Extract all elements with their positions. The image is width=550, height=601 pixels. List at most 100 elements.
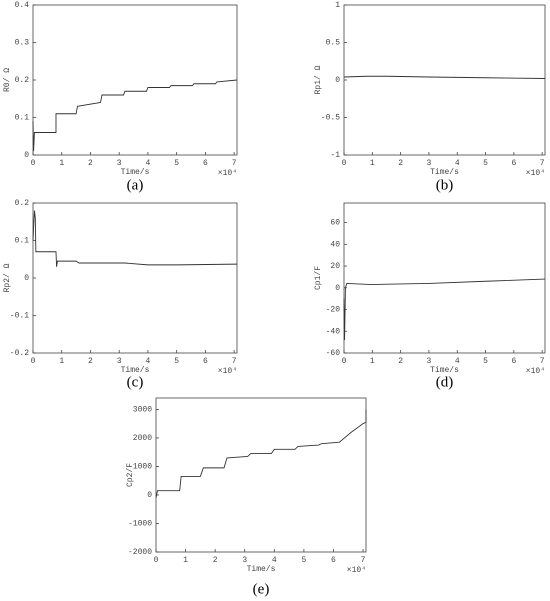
x-tick-label: 7 — [540, 159, 545, 168]
data-line — [343, 278, 546, 340]
x-tick-label: 2 — [88, 159, 93, 168]
y-tick-label: 0.3 — [15, 39, 30, 48]
x-tick-label: 2 — [88, 357, 93, 366]
x-tick-label: 3 — [117, 159, 122, 168]
x-multiplier: ×10⁴ — [218, 169, 237, 178]
y-tick-label: 0 — [147, 491, 152, 500]
caption: (a) — [127, 177, 144, 193]
y-tick-label: 1000 — [133, 463, 152, 472]
y-tick-label: 0 — [335, 76, 340, 85]
x-tick-label: 5 — [301, 556, 306, 565]
y-tick-label: 0.2 — [15, 199, 30, 208]
y-tick-label: -0.5 — [321, 114, 340, 123]
y-axis-label: R0/ Ω — [3, 68, 12, 92]
x-multiplier: ×10⁴ — [347, 566, 366, 575]
x-tick-label: 3 — [427, 357, 432, 366]
x-tick-label: 3 — [117, 357, 122, 366]
x-tick-label: 5 — [174, 357, 179, 366]
axes-box — [32, 4, 238, 156]
x-axis-label: Time/s — [121, 168, 150, 177]
x-tick-label: 1 — [370, 159, 375, 168]
y-tick-label: -0.2 — [10, 349, 29, 358]
x-tick-label: 5 — [483, 159, 488, 168]
axes-box — [343, 4, 546, 156]
axes-box — [32, 202, 238, 354]
data-line — [32, 79, 238, 152]
x-tick-label: 2 — [398, 357, 403, 366]
x-axis-label: Time/s — [430, 366, 459, 375]
x-tick-label: 4 — [146, 159, 151, 168]
y-tick-label: 0.5 — [326, 39, 341, 48]
y-axis-label: Cp1/F — [314, 266, 323, 290]
x-tick-label: 4 — [146, 357, 151, 366]
y-tick-label: -40 — [326, 327, 341, 336]
y-tick-label: -20 — [326, 306, 341, 315]
y-tick-label: 0.1 — [15, 237, 30, 246]
y-tick-label: -1000 — [128, 520, 152, 529]
axes-box — [343, 202, 546, 354]
x-tick-label: 1 — [183, 556, 188, 565]
x-axis-label: Time/s — [430, 168, 459, 177]
y-tick-label: 0.4 — [15, 1, 30, 10]
x-tick-label: 0 — [342, 357, 347, 366]
data-line — [32, 210, 238, 267]
x-tick-label: 1 — [370, 357, 375, 366]
x-multiplier: ×10⁴ — [218, 367, 237, 376]
y-tick-label: 0 — [335, 284, 340, 293]
x-multiplier: ×10⁴ — [526, 169, 545, 178]
y-tick-label: 3000 — [133, 406, 152, 415]
y-tick-label: 1 — [335, 1, 340, 10]
x-tick-label: 6 — [331, 556, 336, 565]
y-tick-label: 60 — [330, 219, 340, 228]
x-multiplier: ×10⁴ — [526, 367, 545, 376]
x-tick-label: 7 — [232, 159, 237, 168]
x-axis-label: Time/s — [247, 565, 276, 574]
data-line — [155, 409, 367, 498]
x-tick-label: 0 — [31, 159, 36, 168]
y-tick-label: 0 — [24, 151, 29, 160]
x-tick-label: 2 — [213, 556, 218, 565]
x-tick-label: 0 — [342, 159, 347, 168]
y-tick-label: 2000 — [133, 434, 152, 443]
x-axis-label: Time/s — [121, 366, 150, 375]
x-tick-label: 4 — [455, 159, 460, 168]
data-line — [343, 75, 546, 79]
y-tick-label: 0.1 — [15, 114, 30, 123]
y-axis-label: Rp2/ Ω — [3, 263, 12, 292]
y-tick-label: -1 — [330, 151, 340, 160]
x-tick-label: 0 — [154, 556, 159, 565]
caption: (d) — [436, 374, 454, 390]
y-tick-label: 20 — [330, 262, 340, 271]
x-tick-label: 7 — [232, 357, 237, 366]
x-tick-label: 4 — [455, 357, 460, 366]
x-tick-label: 6 — [203, 159, 208, 168]
caption: (c) — [127, 374, 144, 390]
x-tick-label: 6 — [511, 159, 516, 168]
x-tick-label: 7 — [361, 556, 366, 565]
x-tick-label: 5 — [174, 159, 179, 168]
y-tick-label: 40 — [330, 240, 340, 249]
x-tick-label: 1 — [59, 357, 64, 366]
x-tick-label: 2 — [398, 159, 403, 168]
x-tick-label: 6 — [511, 357, 516, 366]
y-tick-label: 0.2 — [15, 76, 30, 85]
y-axis-label: Rp1/ Ω — [314, 65, 323, 94]
y-tick-label: 0 — [24, 274, 29, 283]
caption: (b) — [436, 177, 454, 193]
y-tick-label: -0.1 — [10, 312, 29, 321]
x-tick-label: 0 — [31, 357, 36, 366]
x-tick-label: 1 — [59, 159, 64, 168]
y-tick-label: -2000 — [128, 548, 152, 557]
caption: (e) — [253, 581, 270, 597]
y-tick-label: -60 — [326, 349, 341, 358]
x-tick-label: 3 — [242, 556, 247, 565]
y-axis-label: Cp2/F — [126, 463, 135, 487]
x-tick-label: 3 — [427, 159, 432, 168]
x-tick-label: 5 — [483, 357, 488, 366]
axes-box — [155, 397, 367, 553]
x-tick-label: 7 — [540, 357, 545, 366]
x-tick-label: 6 — [203, 357, 208, 366]
x-tick-label: 4 — [272, 556, 277, 565]
